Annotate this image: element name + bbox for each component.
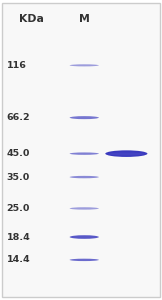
- Ellipse shape: [70, 259, 99, 261]
- Text: 66.2: 66.2: [6, 113, 30, 122]
- Text: M: M: [79, 14, 90, 23]
- Ellipse shape: [70, 207, 99, 210]
- Text: 45.0: 45.0: [6, 149, 30, 158]
- Text: 18.4: 18.4: [6, 232, 30, 242]
- Ellipse shape: [70, 235, 99, 239]
- Ellipse shape: [105, 150, 147, 157]
- Ellipse shape: [109, 152, 144, 155]
- Text: 14.4: 14.4: [6, 255, 30, 264]
- Bar: [2, 3, 160, 297]
- Text: KDa: KDa: [19, 14, 44, 23]
- Text: 25.0: 25.0: [6, 204, 30, 213]
- Ellipse shape: [70, 116, 99, 119]
- Ellipse shape: [70, 176, 99, 178]
- Ellipse shape: [70, 64, 99, 66]
- Ellipse shape: [70, 152, 99, 155]
- Text: 116: 116: [6, 61, 26, 70]
- Text: 35.0: 35.0: [6, 172, 30, 182]
